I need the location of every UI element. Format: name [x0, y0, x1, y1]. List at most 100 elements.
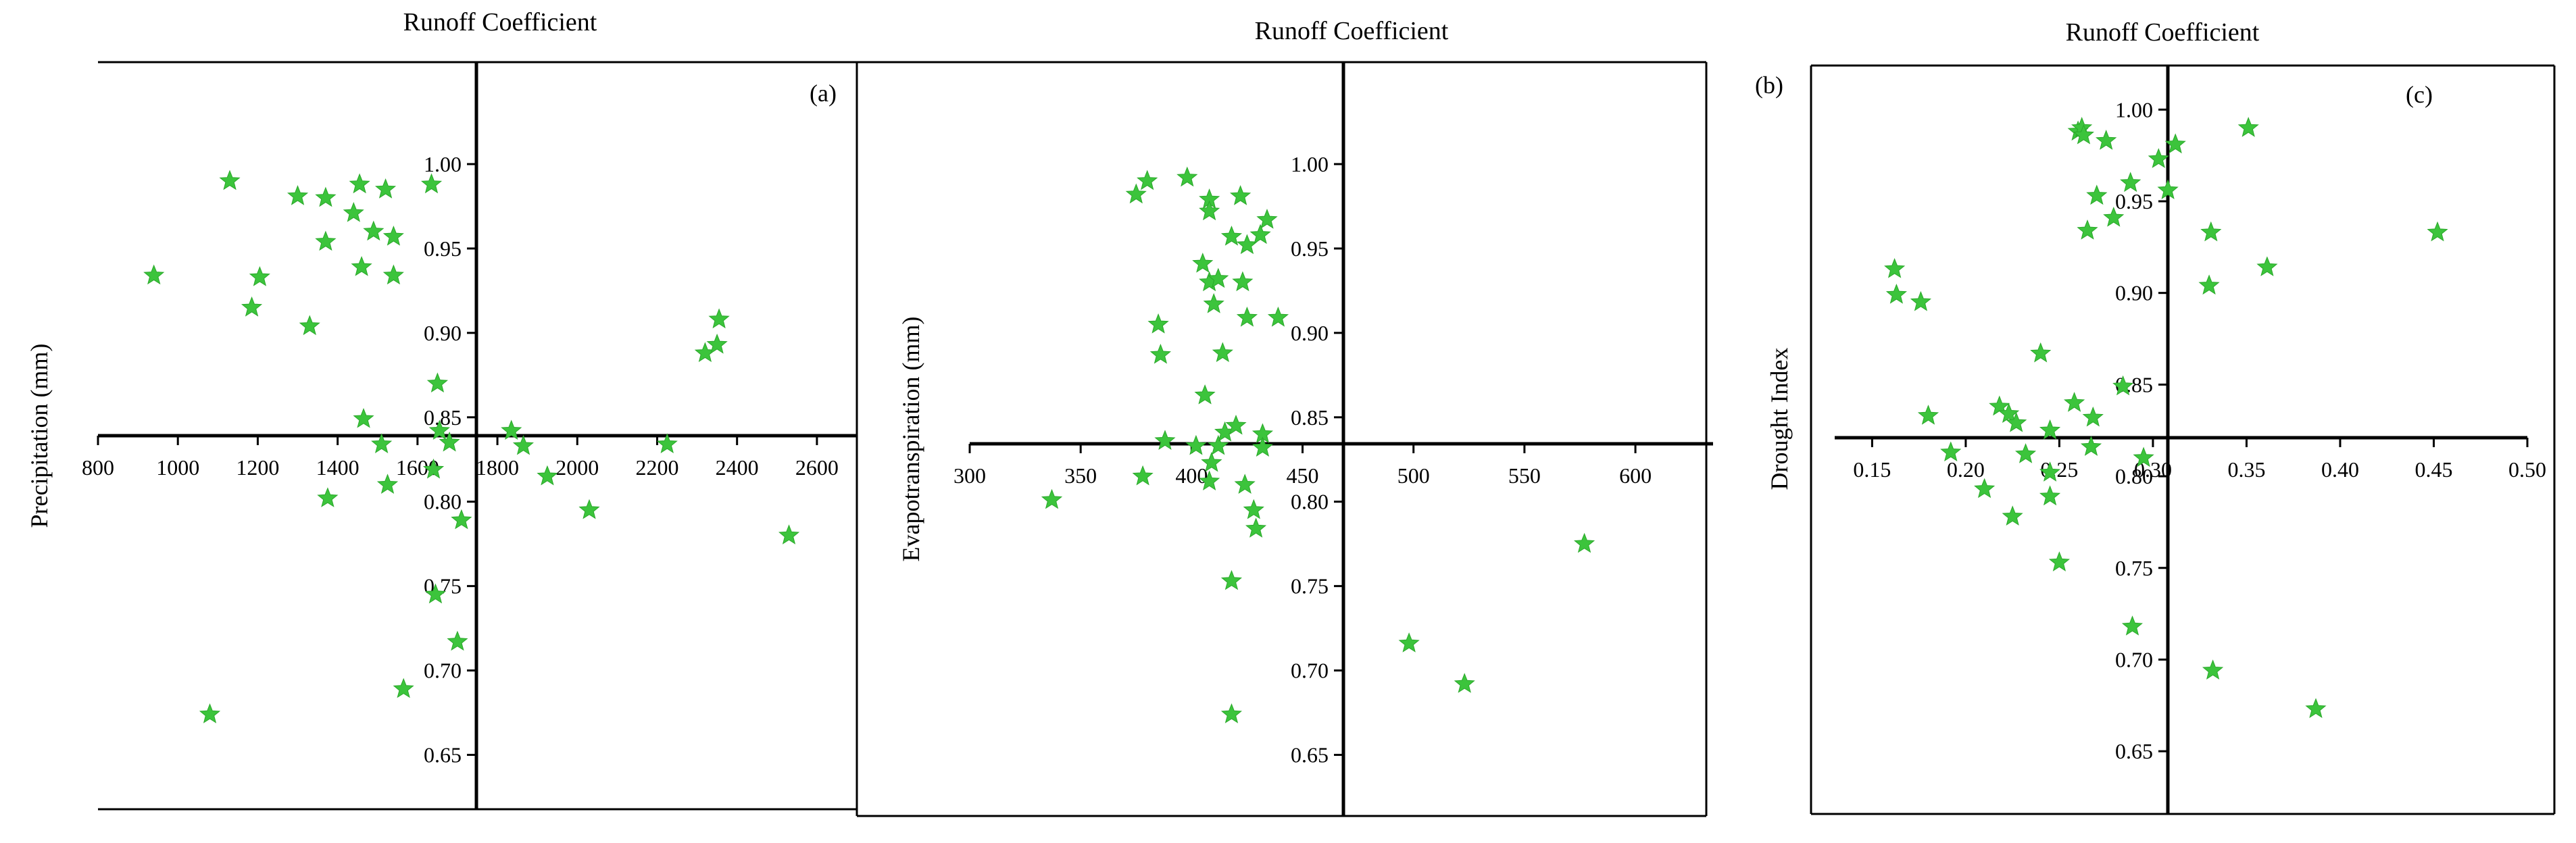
data-point	[1245, 517, 1267, 538]
data-point	[1225, 414, 1247, 435]
data-point	[2006, 412, 2027, 432]
data-point	[1194, 384, 1216, 405]
y-tick-label: 0.75	[1291, 574, 1329, 598]
x-tick-label: 800	[82, 455, 114, 480]
data-point	[1201, 451, 1222, 472]
data-point	[1199, 200, 1220, 221]
data-point	[1974, 478, 1996, 499]
data-point	[1137, 170, 1158, 190]
data-point	[2427, 221, 2448, 242]
data-point	[1885, 284, 1908, 304]
data-point	[2120, 172, 2141, 193]
data-point	[1998, 403, 2020, 424]
x-tick-label: 2400	[716, 455, 759, 480]
y-tick-label: 0.90	[2115, 281, 2153, 305]
y-tick-label: 0.65	[2115, 739, 2153, 763]
data-point	[2200, 221, 2222, 242]
y-axis-label: Drought Index	[1766, 348, 1793, 490]
data-point	[374, 178, 397, 199]
data-point	[420, 173, 443, 194]
x-tick-label: 300	[953, 463, 986, 488]
x-tick-label: 1400	[316, 455, 360, 480]
data-point	[778, 524, 800, 544]
x-tick-label: 0.15	[1853, 457, 1891, 482]
data-point	[2048, 551, 2071, 571]
data-point	[2015, 443, 2037, 463]
data-point	[382, 226, 404, 246]
data-point	[422, 458, 445, 479]
data-point	[1192, 253, 1214, 273]
data-point	[249, 266, 270, 286]
data-point	[1910, 290, 1932, 311]
data-point	[1243, 499, 1264, 519]
data-point	[349, 173, 370, 194]
data-point	[2086, 184, 2108, 205]
data-point	[376, 474, 399, 494]
data-point	[2256, 256, 2278, 276]
data-point	[2080, 436, 2102, 456]
y-axis-label: Precipitation (mm)	[26, 344, 53, 528]
x-tick-label: 450	[1287, 463, 1319, 488]
panel-b: Runoff Coefficient (b) Evapotranspiration …	[856, 17, 1783, 817]
data-point	[2082, 406, 2104, 427]
data-point	[1154, 430, 1176, 451]
data-point	[1252, 436, 1273, 457]
data-point	[393, 678, 414, 698]
y-tick-label: 0.80	[424, 490, 462, 514]
data-point	[2063, 392, 2085, 412]
data-point	[351, 256, 372, 276]
y-tick-label: 0.65	[424, 743, 462, 767]
data-point	[424, 583, 447, 604]
data-point	[439, 431, 460, 452]
data-point	[343, 202, 364, 222]
data-point	[501, 419, 522, 440]
panel-label: (a)	[810, 80, 837, 107]
panel-label: (c)	[2406, 81, 2433, 108]
data-point	[1574, 532, 1595, 553]
data-point	[219, 170, 241, 190]
data-point	[2039, 461, 2061, 482]
y-tick-label: 0.80	[2115, 464, 2153, 488]
data-point	[1249, 224, 1271, 245]
data-point	[2305, 698, 2327, 719]
data-point	[1229, 185, 1252, 205]
data-point	[1149, 343, 1172, 364]
data-point	[241, 296, 263, 317]
data-point	[363, 220, 385, 241]
y-tick-label: 0.75	[2115, 556, 2153, 580]
data-point	[1234, 474, 1256, 494]
data-point	[1147, 313, 1169, 334]
data-point	[1208, 434, 1229, 455]
data-point	[2121, 615, 2143, 636]
data-point	[708, 308, 730, 329]
x-tick-label: 0.40	[2321, 457, 2359, 482]
x-tick-label: 2000	[555, 455, 599, 480]
data-point	[1884, 258, 1906, 278]
y-axis-label: Evapotranspiration (mm)	[897, 317, 924, 562]
data-point	[706, 333, 728, 354]
data-point	[1176, 166, 1198, 187]
data-point	[2073, 124, 2094, 145]
data-point	[1185, 434, 1207, 455]
data-point	[451, 509, 472, 530]
data-point	[1398, 632, 1420, 653]
x-tick-label: 1800	[476, 455, 519, 480]
y-tick-label: 0.85	[1291, 405, 1329, 430]
data-point	[2237, 117, 2259, 137]
data-point	[2112, 375, 2134, 396]
data-point	[2039, 485, 2061, 506]
x-tick-label: 500	[1397, 463, 1430, 488]
data-point	[315, 230, 337, 251]
data-point	[317, 487, 339, 507]
x-tick-label: 0.35	[2227, 457, 2265, 482]
data-point	[143, 264, 165, 285]
panel-a: Runoff Coefficient (a) Precipitation (mm) 8…	[26, 8, 858, 811]
data-point	[2103, 207, 2125, 227]
data-point	[1940, 441, 1962, 462]
data-point	[447, 630, 468, 651]
x-tick-label: 2600	[795, 455, 839, 480]
data-point	[1454, 673, 1475, 693]
x-tick-label: 0.50	[2508, 457, 2546, 482]
data-point	[315, 186, 337, 207]
data-point	[2133, 446, 2154, 467]
